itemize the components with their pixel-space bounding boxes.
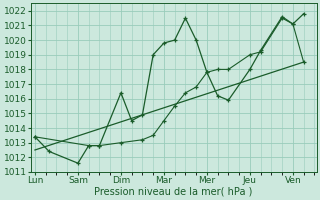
X-axis label: Pression niveau de la mer( hPa ): Pression niveau de la mer( hPa ) [94,187,253,197]
